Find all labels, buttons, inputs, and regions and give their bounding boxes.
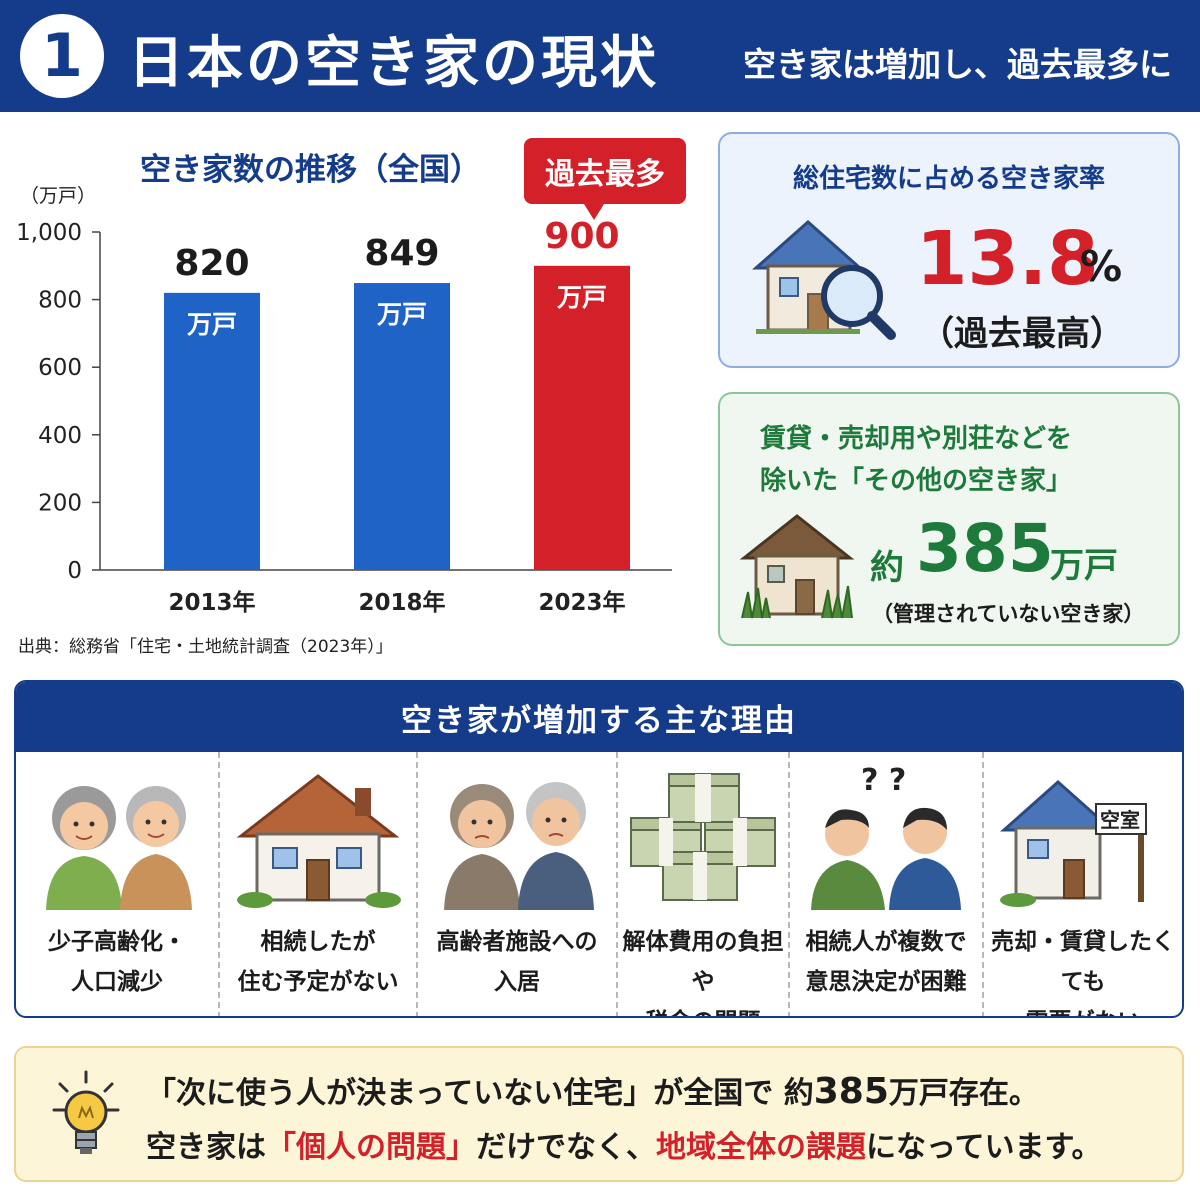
vacancy-rate-card: 総住宅数に占める空き家率 13.8 % （過去最高） <box>718 132 1180 368</box>
money-stack-icon <box>630 773 776 901</box>
reason-item: 相続したが 住む予定がない <box>218 752 416 1016</box>
reason-item: 少子高齢化・ 人口減少 <box>16 752 218 1016</box>
y-tick-label: 400 <box>38 423 82 449</box>
vacancy-rate-unit: % <box>1080 242 1123 291</box>
summary-box: 「次に使う人が決まっていない住宅」が全国で 約385万戸存在。 空き家は「個人の… <box>14 1046 1184 1182</box>
reason-label-line2: 需要がない <box>984 1002 1182 1016</box>
reason-label-line2: 住む予定がない <box>237 969 399 995</box>
house-magnifier-icon <box>752 219 896 340</box>
reason-label-line1: 売却・賃貸したくても <box>991 929 1175 995</box>
question-marks: ? ? <box>861 763 906 798</box>
other-vacant-title-line1: 賃貸・売却用や別荘などを <box>760 424 1073 454</box>
header-bar: 1 日本の空き家の現状 空き家は増加し、過去最多に <box>0 0 1200 112</box>
section-number-badge: 1 <box>20 14 104 98</box>
bar-unit-label: 万戸 <box>187 310 237 339</box>
elderly-couple-icon <box>46 786 192 910</box>
reason-label-line1: 少子高齢化・ <box>48 929 186 955</box>
y-tick-label: 0 <box>67 558 82 584</box>
chart-title: 空き家数の推移（全国） <box>140 152 481 188</box>
overgrown-house-icon <box>739 514 855 619</box>
vacancy-rate-title: 総住宅数に占める空き家率 <box>792 164 1105 194</box>
reason-label-line1: 相続したが <box>260 929 376 955</box>
chart-source: 出典：総務省「住宅・土地統計調査（2023年）」 <box>18 637 393 657</box>
reasons-panel: 空き家が増加する主な理由 少子高齢化・ 人口減少 <box>14 680 1184 1018</box>
reason-item: 高齢者施設への 入居 <box>416 752 616 1016</box>
x-tick-label: 2018年 <box>358 589 445 616</box>
vacancy-rate-note: （過去最高） <box>920 314 1124 354</box>
other-vacant-value: 385 <box>916 510 1054 587</box>
reason-label-line2: 意思決定が困難 <box>805 969 967 995</box>
page-title: 日本の空き家の現状 <box>128 31 659 96</box>
reason-item: 解体費用の負担や 税金の問題 <box>616 752 788 1016</box>
reason-label-line1: 解体費用の負担や <box>622 929 784 995</box>
reason-item: 空室 売却・賃貸したくても 需要がない <box>982 752 1182 1016</box>
summary-highlight-regional: 地域全体の課題 <box>656 1130 866 1165</box>
y-axis-label: （万戸） <box>20 185 96 207</box>
two-heirs-discussing-icon: ? ? <box>811 763 961 910</box>
y-tick-label: 600 <box>38 355 82 381</box>
inherited-house-icon <box>236 774 401 908</box>
vacancy-sign-text: 空室 <box>1100 808 1140 832</box>
record-high-badge: 過去最多 <box>524 138 686 220</box>
other-vacant-prefix: 約 <box>870 548 904 588</box>
other-vacant-note: （管理されていない空き家） <box>872 602 1145 626</box>
bar-2023年 <box>534 265 630 570</box>
reason-label-line1: 高齢者施設への <box>436 929 598 955</box>
bar-value-label: 849 <box>364 233 439 274</box>
y-tick-label: 1,000 <box>16 220 82 246</box>
bar-unit-label: 万戸 <box>377 300 427 329</box>
reason-label-line2: 人口減少 <box>71 969 163 995</box>
y-tick-label: 800 <box>38 288 82 314</box>
other-vacant-unit: 万戸 <box>1050 546 1118 586</box>
bar-chart-svg: （万戸） 0 200 400 600 800 1,000 820 万戸 2013年 849 万戸 201… <box>16 185 672 616</box>
reason-label-line2: 税金の問題 <box>618 1002 788 1016</box>
x-tick-label: 2013年 <box>168 589 255 616</box>
other-vacant-title: 賃貸・売却用や別荘などを 除いた「その他の空き家」 <box>760 418 1072 502</box>
summary-highlight-personal: 「個人の問題」 <box>266 1130 476 1165</box>
x-tick-label: 2023年 <box>538 589 625 616</box>
reason-item: ? ? 相続人が複数で 意思決定が困難 <box>788 752 982 1016</box>
y-tick-label: 200 <box>38 490 82 516</box>
other-vacant-title-line2: 除いた「その他の空き家」 <box>760 466 1073 496</box>
bar-value-label: 900 <box>544 216 619 257</box>
reasons-title: 空き家が増加する主な理由 <box>16 682 1182 752</box>
elderly-couple-worried-icon <box>444 782 594 910</box>
reason-label-line1: 相続人が複数で <box>805 929 967 955</box>
reason-label-line2: 入居 <box>494 969 540 995</box>
vacancy-sign-house-icon: 空室 <box>1000 779 1147 907</box>
other-vacant-card: 賃貸・売却用や別荘などを 除いた「その他の空き家」 約 385 万戸 （管理され… <box>718 392 1180 646</box>
vacancy-rate-value: 13.8 <box>916 216 1099 302</box>
lightbulb-icon <box>52 1070 120 1154</box>
reasons-row: 少子高齢化・ 人口減少 相続したが 住む予定がない <box>16 752 1182 1016</box>
bar-2018年 <box>354 283 450 570</box>
bar-unit-label: 万戸 <box>557 283 607 312</box>
summary-count: 385 <box>813 1071 889 1112</box>
bar-value-label: 820 <box>174 243 249 284</box>
summary-line-1: 「次に使う人が決まっていない住宅」が全国で 約385万戸存在。 <box>146 1071 1039 1112</box>
page-subtitle: 空き家は増加し、過去最多に <box>743 45 1172 84</box>
bar-2013年 <box>164 292 260 570</box>
summary-line-2: 空き家は「個人の問題」だけでなく、地域全体の課題になっています。 <box>146 1130 1102 1165</box>
vacant-house-chart: （万戸） 0 200 400 600 800 1,000 820 万戸 2013年 849 万戸 201… <box>0 112 700 672</box>
